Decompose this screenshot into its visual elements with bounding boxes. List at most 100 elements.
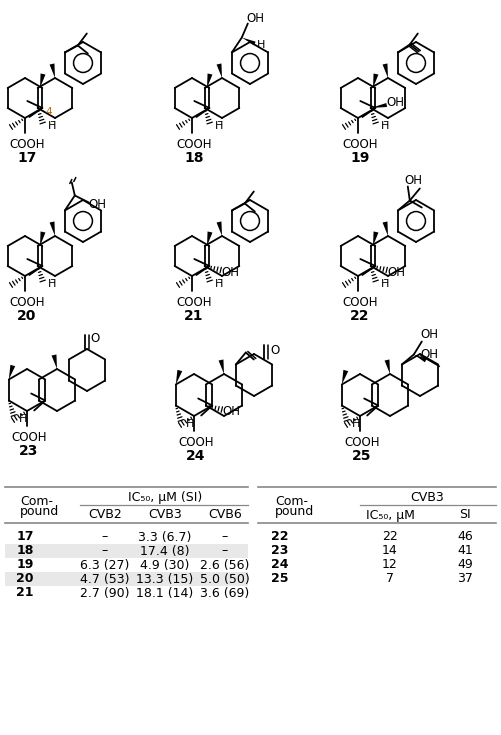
Text: COOH: COOH	[9, 137, 45, 151]
Text: pound: pound	[275, 504, 314, 517]
Text: COOH: COOH	[176, 137, 212, 151]
Polygon shape	[216, 221, 222, 236]
Text: 19: 19	[17, 559, 34, 572]
Text: 49: 49	[457, 559, 473, 572]
Text: O: O	[90, 332, 100, 345]
Text: 17.4 (8): 17.4 (8)	[140, 545, 190, 558]
Text: 5.0 (50): 5.0 (50)	[200, 573, 250, 586]
Text: SI: SI	[459, 509, 471, 522]
Text: CVB3: CVB3	[411, 490, 444, 503]
Text: H̄: H̄	[380, 121, 389, 131]
Polygon shape	[40, 232, 46, 246]
Text: Com-: Com-	[20, 495, 53, 507]
Polygon shape	[176, 370, 182, 384]
Polygon shape	[373, 232, 378, 246]
Text: OH: OH	[387, 96, 405, 110]
Text: 4: 4	[45, 107, 52, 117]
Text: COOH: COOH	[9, 295, 45, 309]
Text: 46: 46	[457, 531, 473, 543]
Text: COOH: COOH	[176, 295, 212, 309]
Text: COOH: COOH	[342, 137, 378, 151]
Text: O: O	[271, 343, 280, 356]
Polygon shape	[383, 63, 388, 78]
Text: IC₅₀, μM: IC₅₀, μM	[366, 509, 414, 522]
Text: H̄: H̄	[186, 418, 194, 429]
Text: 7: 7	[386, 573, 394, 586]
Text: 18: 18	[17, 545, 34, 558]
Text: 21: 21	[16, 587, 34, 600]
Text: OH: OH	[247, 12, 265, 25]
Polygon shape	[9, 365, 15, 379]
Text: 17: 17	[18, 151, 37, 165]
Text: 24: 24	[186, 449, 206, 463]
Text: COOH: COOH	[342, 295, 378, 309]
Polygon shape	[216, 63, 222, 78]
Polygon shape	[50, 221, 55, 236]
Text: 19: 19	[350, 151, 370, 165]
Polygon shape	[218, 359, 224, 374]
Text: 18: 18	[184, 151, 204, 165]
Text: 4.9 (30): 4.9 (30)	[140, 559, 190, 572]
Text: 17: 17	[16, 531, 34, 543]
Text: pound: pound	[20, 504, 59, 517]
Text: 3.3 (6.7): 3.3 (6.7)	[138, 531, 192, 543]
Text: 18.1 (14): 18.1 (14)	[136, 587, 193, 600]
Text: COOH: COOH	[11, 431, 47, 443]
Text: 22: 22	[271, 531, 289, 543]
Polygon shape	[383, 221, 388, 236]
Text: H̄: H̄	[380, 279, 389, 289]
Polygon shape	[414, 354, 427, 362]
Text: 3.6 (69): 3.6 (69)	[200, 587, 249, 600]
Text: H̄: H̄	[214, 121, 223, 131]
Bar	[5, 544, 248, 558]
Polygon shape	[52, 354, 57, 369]
Text: 13.3 (15): 13.3 (15)	[136, 573, 193, 586]
Text: OH: OH	[421, 348, 439, 361]
Text: 22: 22	[350, 309, 370, 323]
Text: H: H	[257, 40, 265, 49]
Text: OH: OH	[221, 265, 239, 279]
Text: H̄: H̄	[214, 279, 223, 289]
Polygon shape	[207, 74, 212, 88]
Polygon shape	[385, 359, 390, 374]
Polygon shape	[371, 103, 387, 108]
Text: –: –	[222, 531, 228, 543]
Text: 21: 21	[184, 309, 204, 323]
Text: H̄: H̄	[48, 279, 56, 289]
Text: H̄: H̄	[352, 418, 360, 429]
Text: 14: 14	[382, 545, 398, 558]
Text: 2.7 (90): 2.7 (90)	[80, 587, 130, 600]
Text: 4.7 (53): 4.7 (53)	[80, 573, 130, 586]
Text: 22: 22	[382, 531, 398, 543]
Text: H̄: H̄	[19, 414, 27, 423]
Polygon shape	[373, 74, 378, 88]
Text: CVB3: CVB3	[148, 509, 182, 522]
Text: COOH: COOH	[344, 436, 380, 448]
Text: OH: OH	[388, 265, 406, 279]
Text: COOH: COOH	[178, 436, 214, 448]
Text: 41: 41	[457, 545, 473, 558]
Text: 2.6 (56): 2.6 (56)	[200, 559, 249, 572]
Text: OH: OH	[89, 198, 107, 211]
Text: 6.3 (27): 6.3 (27)	[80, 559, 130, 572]
Text: OH: OH	[405, 174, 423, 187]
Text: OH: OH	[421, 328, 439, 341]
Text: 24: 24	[271, 559, 289, 572]
Text: 25: 25	[352, 449, 372, 463]
Polygon shape	[50, 63, 55, 78]
Text: 23: 23	[272, 545, 289, 558]
Text: 25: 25	[271, 573, 289, 586]
Text: Com-: Com-	[275, 495, 308, 507]
Text: 37: 37	[457, 573, 473, 586]
Text: CVB6: CVB6	[208, 509, 242, 522]
Text: –: –	[102, 545, 108, 558]
Text: –: –	[222, 545, 228, 558]
Text: H̄: H̄	[48, 121, 56, 131]
Text: 12: 12	[382, 559, 398, 572]
Text: 20: 20	[16, 573, 34, 586]
Polygon shape	[242, 37, 256, 46]
Text: 23: 23	[20, 444, 39, 458]
Text: CVB2: CVB2	[88, 509, 122, 522]
Text: 20: 20	[18, 309, 37, 323]
Polygon shape	[40, 74, 46, 88]
